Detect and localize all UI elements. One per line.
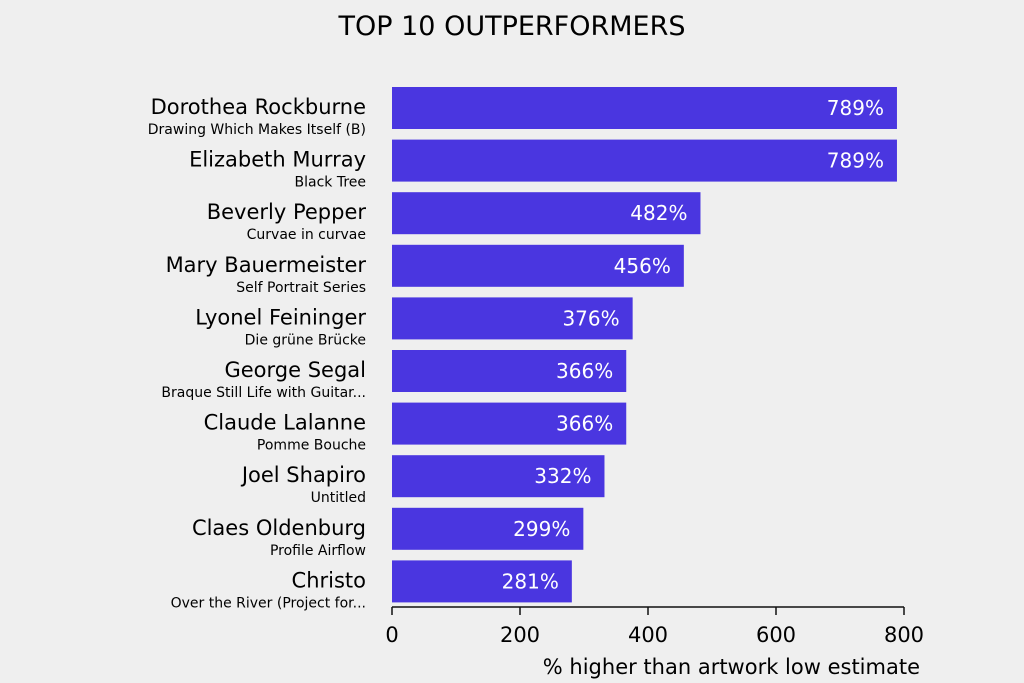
chart-title: TOP 10 OUTPERFORMERS [338,11,686,42]
x-tick-label: 400 [628,623,668,647]
bar-row: 456% Mary Bauermeister Self Portrait Serie… [166,244,684,296]
bar-value-label: 299% [513,517,570,541]
artist-label: Dorothea Rockburne [151,95,366,119]
bar-value-label: 376% [562,306,619,330]
bar-row: 789% Elizabeth Murray Black Tree [189,139,897,191]
bar [392,139,897,182]
bar-row: 366% Claude Lalanne Pomme Bouche [204,402,627,454]
artwork-label: Black Tree [295,175,367,191]
bar-row: 281% Christo Over the River (Project for..… [171,560,572,611]
bar-value-label: 281% [502,569,559,593]
artist-label: Mary Bauermeister [166,253,367,277]
artist-label: Christo [292,568,366,592]
bar [392,560,572,603]
bar-value-label: 789% [827,149,884,173]
artist-label: Beverly Pepper [207,200,367,224]
bar [392,350,627,392]
x-tick-label: 800 [884,623,924,647]
artwork-label: Over the River (Project for... [171,595,366,611]
bar-row: 482% Beverly Pepper Curvae in curvae [207,192,701,243]
artist-label: Joel Shapiro [240,463,366,487]
bar-rows: 789% Dorothea Rockburne Drawing Which Make… [148,87,897,611]
bar-value-label: 332% [534,464,591,488]
artwork-label: Profile Airflow [270,543,366,559]
bar [392,297,633,340]
bar-row: 789% Dorothea Rockburne Drawing Which Make… [148,87,897,138]
artwork-label: Untitled [311,490,366,506]
bar-row: 366% George Segal Braque Still Life with G… [161,350,627,401]
artist-label: George Segal [224,358,366,382]
bar [392,192,701,235]
x-axis-ticks: 0 200 400 600 800 [385,607,924,647]
bar [392,402,627,445]
artist-label: Claude Lalanne [204,411,366,435]
bar-row: 299% Claes Oldenburg Profile Airflow [192,507,584,559]
bar [392,507,584,550]
bar-value-label: 366% [556,359,613,383]
x-tick-label: 600 [756,623,796,647]
bar [392,87,897,129]
artwork-label: Braque Still Life with Guitar... [161,385,366,401]
artwork-label: Self Portrait Series [236,280,366,296]
bar-value-label: 789% [827,96,884,120]
artist-label: Elizabeth Murray [189,148,366,172]
x-tick-label: 0 [385,623,398,647]
x-tick-label: 200 [500,623,540,647]
artwork-label: Die grüne Brücke [245,332,366,348]
bar-value-label: 482% [630,201,687,225]
artwork-label: Pomme Bouche [257,438,366,454]
artist-label: Claes Oldenburg [192,516,366,540]
bar-value-label: 366% [556,412,613,436]
artwork-label: Drawing Which Makes Itself (B) [148,122,366,138]
bar-row: 332% Joel Shapiro Untitled [240,455,605,506]
bar-row: 376% Lyonel Feininger Die grüne Brücke [195,297,633,348]
artwork-label: Curvae in curvae [247,227,366,243]
bar-value-label: 456% [614,254,671,278]
artist-label: Lyonel Feininger [195,305,366,329]
x-axis: 0 200 400 600 800 [385,606,924,647]
bar [392,244,684,287]
x-axis-label: % higher than artwork low estimate [543,655,920,679]
bar [392,455,605,498]
